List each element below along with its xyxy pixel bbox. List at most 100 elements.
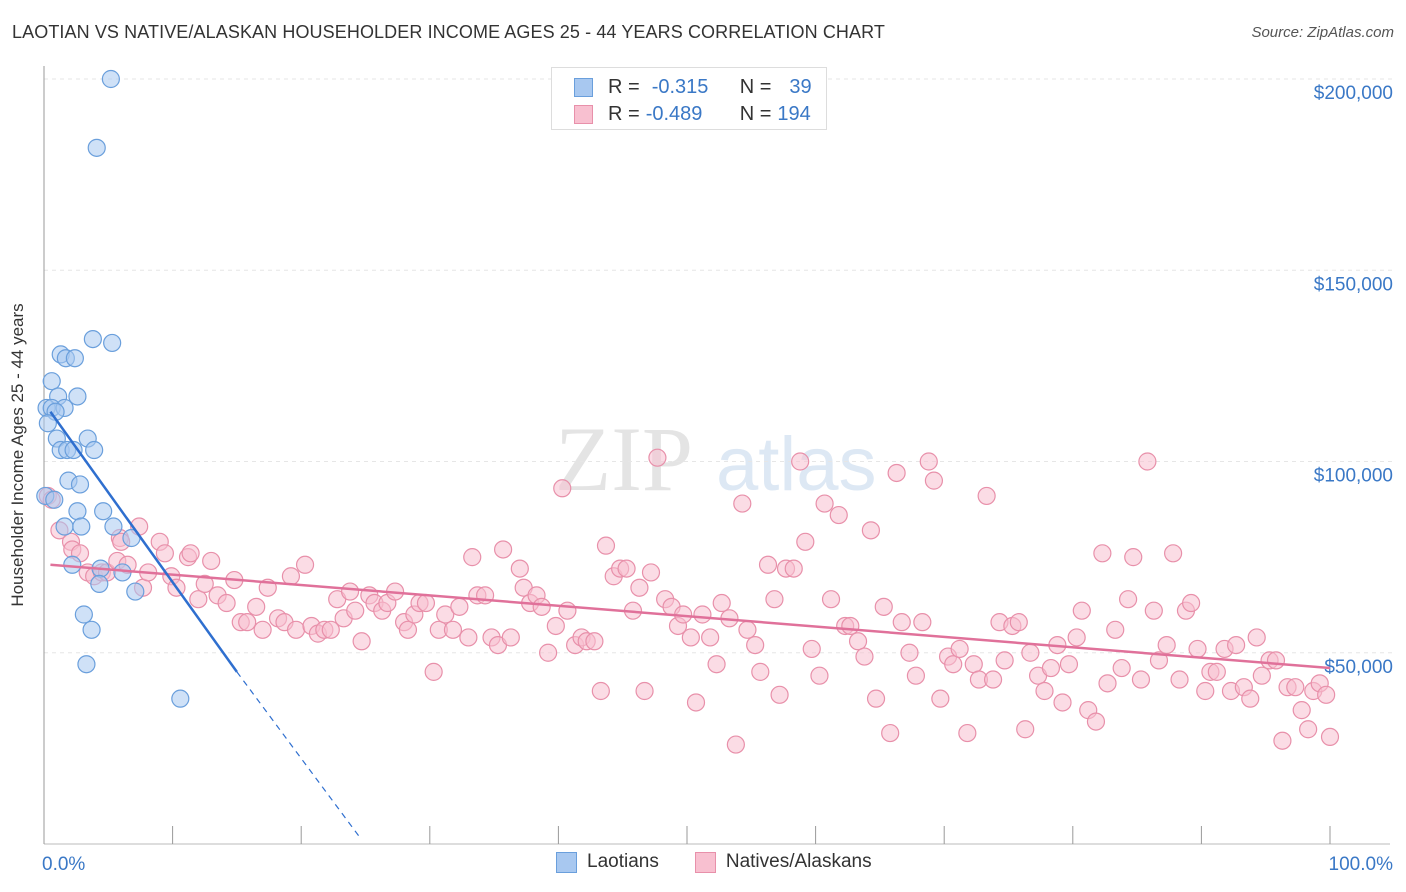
- point-native: [861, 521, 880, 540]
- point-native: [532, 597, 551, 616]
- point-native: [539, 643, 558, 662]
- point-native: [1207, 662, 1226, 681]
- point-native: [958, 723, 977, 743]
- point-native: [906, 666, 926, 685]
- point-native: [746, 635, 765, 655]
- point-native: [450, 597, 469, 616]
- point-native: [866, 689, 886, 708]
- point-native: [459, 628, 478, 647]
- y-tick-label: $200,000: [1314, 83, 1393, 104]
- point-native: [913, 613, 932, 632]
- point-laotian: [77, 655, 96, 674]
- point-native: [765, 590, 784, 609]
- point-native: [841, 616, 860, 636]
- point-native: [1188, 639, 1207, 659]
- point-native: [1086, 712, 1106, 731]
- point-native: [195, 574, 214, 594]
- legend-swatch-laotians: [556, 851, 577, 873]
- point-native: [617, 559, 636, 578]
- point-native: [253, 620, 272, 639]
- point-native: [1170, 670, 1189, 689]
- trendline-laotians: [49, 411, 238, 673]
- point-native: [596, 536, 616, 555]
- point-native: [1118, 590, 1138, 609]
- point-native: [686, 693, 706, 712]
- trendline-natives: [50, 563, 1331, 670]
- point-native: [733, 494, 752, 513]
- point-native: [924, 471, 944, 490]
- correlation-legend: R = -0.315 N = 39 R = -0.489 N = 194: [551, 67, 827, 130]
- legend-swatch-natives: [574, 104, 593, 124]
- point-native: [770, 685, 789, 704]
- watermark-zip: ZIP: [555, 408, 693, 510]
- point-laotian: [126, 582, 145, 601]
- y-tick-label: $150,000: [1314, 274, 1393, 295]
- point-native: [295, 555, 315, 574]
- y-tick-label: $50,000: [1324, 657, 1393, 678]
- point-native: [950, 639, 969, 659]
- point-native: [416, 593, 436, 613]
- point-native: [931, 689, 950, 708]
- point-native: [247, 597, 266, 616]
- point-native: [1227, 635, 1246, 655]
- chart-title: LAOTIAN VS NATIVE/ALASKAN HOUSEHOLDER IN…: [12, 22, 885, 42]
- point-native: [758, 555, 778, 574]
- source-label: Source: ZipAtlas.com: [1251, 24, 1394, 41]
- point-native: [802, 639, 821, 659]
- point-laotian: [68, 502, 87, 521]
- point-native: [1016, 720, 1035, 739]
- series-legend: Laotians Natives/Alaskans: [556, 851, 872, 873]
- point-laotian: [171, 689, 190, 708]
- point-native: [1059, 655, 1079, 674]
- point-native: [641, 563, 661, 582]
- point-native: [1138, 452, 1157, 471]
- point-native: [202, 551, 221, 571]
- legend-swatch-natives: [694, 851, 716, 873]
- point-native: [887, 463, 906, 483]
- point-native: [635, 681, 654, 701]
- point-laotian: [64, 440, 83, 460]
- point-native: [346, 601, 365, 620]
- point-native: [707, 655, 726, 674]
- legend-r-label: R =: [608, 102, 640, 125]
- point-native: [751, 662, 770, 681]
- legend-n-value: 194: [777, 102, 811, 125]
- point-native: [155, 544, 174, 563]
- point-native: [1247, 628, 1266, 647]
- point-native: [874, 597, 893, 616]
- point-laotian: [42, 372, 61, 391]
- point-native: [494, 540, 513, 559]
- point-native: [919, 452, 938, 471]
- point-laotian: [45, 490, 64, 509]
- legend-r-value: -0.489: [645, 102, 703, 125]
- point-native: [189, 590, 208, 609]
- point-laotian: [68, 387, 87, 406]
- legend-n-label: N =: [739, 75, 772, 98]
- point-native: [791, 452, 810, 471]
- point-native: [784, 559, 803, 578]
- point-native: [424, 662, 443, 681]
- point-native: [977, 486, 996, 506]
- legend-r-value: -0.315: [651, 75, 709, 98]
- point-laotian: [82, 620, 101, 639]
- point-native: [501, 628, 520, 647]
- point-laotian: [70, 475, 90, 494]
- point-native: [1164, 544, 1183, 563]
- point-native: [1112, 658, 1131, 678]
- point-native: [321, 620, 340, 639]
- legend-n-label: N =: [739, 102, 772, 125]
- point-native: [1320, 727, 1340, 747]
- point-native: [1098, 674, 1117, 693]
- point-laotian: [83, 330, 102, 349]
- point-native: [995, 651, 1014, 670]
- point-native: [829, 505, 848, 525]
- point-native: [815, 494, 834, 513]
- point-native: [510, 559, 529, 578]
- point-native: [1021, 643, 1040, 662]
- legend-r-label: R =: [608, 75, 640, 98]
- point-native: [855, 647, 874, 666]
- point-native: [340, 582, 360, 601]
- trendline-laotians-extension: [236, 671, 360, 837]
- legend-swatch-laotians: [574, 77, 593, 97]
- point-native: [1157, 635, 1176, 655]
